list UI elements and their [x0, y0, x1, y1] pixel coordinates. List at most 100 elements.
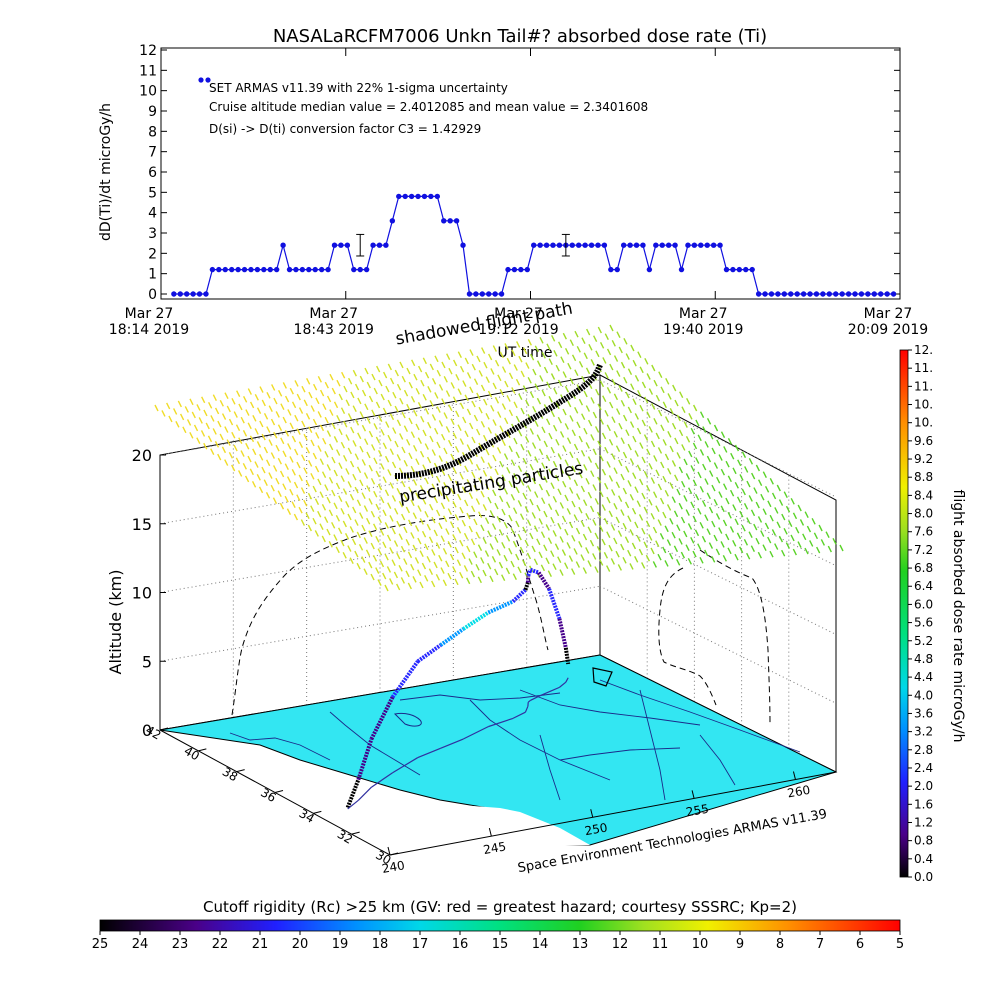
particle-mark [333, 534, 338, 541]
particle-mark [755, 537, 760, 545]
particle-mark [832, 538, 837, 545]
particle-mark [305, 447, 310, 454]
particle-mark [473, 378, 479, 385]
particle-mark [750, 509, 756, 517]
particle-mark [674, 399, 679, 407]
ground-track-segment [488, 717, 514, 728]
particle-mark [322, 437, 327, 445]
particle-mark [624, 536, 630, 544]
particle-mark [431, 377, 437, 385]
particle-mark [524, 506, 529, 513]
x-tick-label-time: 20:09 2019 [848, 322, 928, 338]
particle-mark [294, 380, 299, 387]
particle-mark [531, 477, 537, 485]
particle-mark [275, 477, 280, 485]
particle-mark [442, 579, 447, 587]
particle-mark [466, 545, 471, 553]
dose-rate-point [550, 242, 556, 248]
particle-mark [426, 555, 431, 563]
particle-mark [284, 430, 290, 437]
particle-mark [407, 582, 412, 590]
particle-mark [358, 544, 364, 551]
particle-mark [639, 404, 644, 412]
dose-rate-point [588, 242, 595, 248]
particle-mark [504, 380, 509, 388]
particle-mark [329, 373, 334, 381]
projection-curve-right [658, 549, 771, 726]
particle-mark [349, 460, 355, 468]
particle-mark [601, 432, 607, 440]
y-tick-label: 7 [148, 145, 157, 161]
particle-mark [637, 351, 642, 358]
particle-mark [407, 551, 413, 559]
particle-mark [580, 450, 586, 457]
dose-rate-point [653, 242, 659, 248]
particle-mark [398, 533, 403, 541]
particle-mark [534, 383, 539, 390]
particle-mark [447, 474, 453, 482]
particle-mark [375, 470, 380, 478]
particle-mark [466, 408, 472, 416]
latitude-tick-mark [313, 810, 322, 814]
particle-mark [431, 516, 436, 524]
particle-mark [277, 490, 282, 498]
particle-mark [632, 472, 637, 479]
particle-mark [725, 497, 730, 505]
particle-mark [620, 509, 625, 516]
particle-mark [499, 460, 504, 468]
particle-mark [445, 528, 450, 535]
particle-mark [732, 504, 737, 511]
ground-track-segment [371, 772, 393, 788]
particle-mark [287, 409, 292, 416]
particle-mark [567, 362, 572, 370]
particle-mark [394, 405, 399, 413]
particle-mark [485, 448, 490, 456]
particle-mark [538, 483, 544, 491]
particle-mark [522, 385, 528, 392]
particle-mark [492, 419, 497, 426]
particle-mark [550, 410, 555, 418]
particle-mark [429, 435, 434, 443]
particle-mark [492, 489, 497, 497]
particle-mark [548, 432, 553, 440]
dose-rate-point [646, 266, 653, 273]
particle-mark [326, 528, 331, 536]
particle-mark [426, 456, 432, 464]
particle-mark [669, 552, 674, 560]
particle-mark [175, 421, 180, 428]
particle-mark [618, 385, 623, 392]
dose-colorbar-tick-label: 4.4 [914, 670, 933, 684]
particle-mark [634, 450, 639, 457]
rigidity-tick-label: 6 [856, 937, 864, 952]
particle-mark [445, 495, 450, 502]
particle-mark [594, 498, 599, 505]
particle-mark [531, 442, 537, 449]
x-tick-label-date: Mar 27 [494, 306, 543, 322]
lake-outline [393, 712, 422, 727]
particle-mark [352, 405, 357, 413]
particle-mark [214, 407, 220, 415]
particle-mark [690, 536, 695, 544]
particle-mark [623, 414, 628, 422]
particle-mark [620, 473, 625, 481]
particle-mark [354, 486, 359, 494]
ground-track-segment [512, 711, 526, 719]
particle-mark [778, 499, 784, 506]
particle-mark [743, 502, 749, 510]
particle-mark [606, 424, 611, 432]
particle-mark [456, 559, 462, 566]
particle-mark [196, 437, 201, 445]
particle-mark [459, 438, 464, 445]
particle-mark [746, 517, 751, 524]
particle-mark [792, 548, 797, 556]
particle-mark [553, 424, 558, 432]
particle-mark [578, 506, 583, 514]
particle-mark [741, 524, 746, 532]
dose-rate-point [601, 242, 608, 248]
particle-mark [396, 583, 401, 591]
wall-grid-line [159, 517, 601, 593]
particle-mark [200, 430, 206, 437]
particle-mark [221, 413, 227, 420]
particle-mark [424, 477, 429, 485]
particle-mark [394, 369, 399, 377]
